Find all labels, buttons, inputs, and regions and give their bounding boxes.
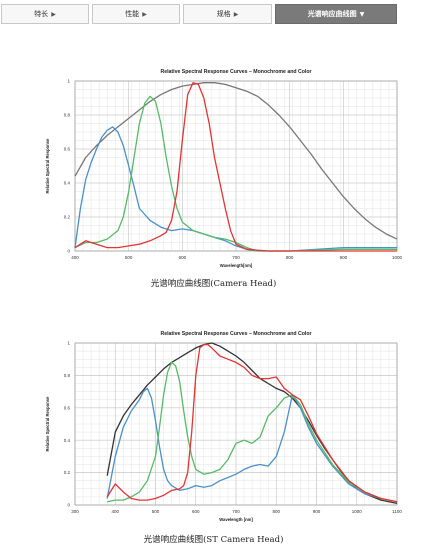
tab-spectral-response[interactable]: 光谱响应曲线图 ▼: [275, 4, 397, 24]
y-tick-label: 0.4: [64, 438, 71, 443]
triangle-right-icon: ▶: [51, 10, 56, 18]
series-line-0: [74, 82, 398, 240]
series-line-3: [74, 82, 397, 252]
y-axis-label: Relative Spectral Response: [45, 138, 50, 194]
y-tick-label: 0.6: [64, 147, 71, 152]
spectral-chart-camera-head: 400 500 600 700 800 900 1000 0 0.2 0.4 0.6 0.8 1 Rela…: [0, 60, 427, 275]
triangle-right-icon: ▶: [233, 10, 239, 18]
chart-title: Relative Spectral Response Curves – Mono…: [160, 331, 311, 337]
tab-bar: 特长 ▶ 性能 ▶ 规格 ▶ 光谱响应曲线图 ▼: [0, 0, 427, 30]
plot-frame: [74, 80, 398, 252]
plot-frame: [74, 342, 398, 506]
x-tick-label: 500: [125, 255, 133, 260]
series-line-1: [106, 387, 398, 503]
x-tick-label: 1100: [392, 509, 402, 514]
x-tick-label: 800: [272, 509, 280, 514]
series-line-2: [74, 95, 397, 252]
tab-specifications[interactable]: 规格 ▶: [183, 4, 272, 24]
y-axis-label: Relative Spectral Response: [45, 396, 50, 452]
triangle-down-icon: ▼: [359, 10, 365, 18]
x-tick-label: 400: [71, 255, 79, 260]
chart-2-caption: 光谱响应曲线图(ST Camera Head): [143, 535, 284, 545]
x-tick-label: 700: [232, 255, 240, 260]
tab-spectral-response-label: 光谱响应曲线图: [307, 10, 357, 18]
tab-specifications-label: 规格: [216, 10, 231, 18]
chart-title: Relative Spectral Response Curves – Mono…: [160, 69, 311, 75]
y-tick-label: 1: [67, 341, 70, 346]
x-tick-label: 700: [232, 509, 240, 514]
x-tick-label: 400: [111, 509, 119, 514]
x-axis-label: Wavelength[nm]: [220, 263, 253, 268]
y-tick-label: 0: [67, 503, 70, 508]
y-tick-label: 0.4: [64, 181, 71, 186]
x-tick-label: 1000: [392, 255, 403, 260]
y-tick-label: 0.6: [64, 405, 71, 410]
x-axis-label: Wavelength [nm]: [219, 517, 253, 522]
x-tick-label: 1000: [352, 509, 363, 514]
tab-features[interactable]: 特长 ▶: [1, 4, 89, 24]
series-line-2: [107, 361, 398, 503]
x-tick-label: 800: [286, 255, 294, 260]
y-tick-label: 0.8: [64, 113, 71, 118]
chart-1-svg: 400 500 600 700 800 900 1000 0 0.2 0.4 0.6 0.8 1 Rela…: [45, 69, 403, 268]
x-tick-label: 300: [71, 509, 79, 514]
chart-1-caption: 光谱响应曲线图(Camera Head): [150, 279, 277, 289]
triangle-right-icon: ▶: [142, 10, 147, 18]
y-tick-label: 0.8: [64, 373, 71, 378]
y-tick-label: 1: [67, 79, 70, 84]
chart-2-svg: 300 400 500 600 700 800 900 1000 1100 0 0.2 0.4 0.6 0…: [45, 331, 402, 522]
tab-performance[interactable]: 性能 ▶: [92, 4, 180, 24]
x-tick-label: 500: [152, 509, 160, 514]
tab-performance-label: 性能: [125, 10, 140, 18]
series-line-3: [106, 343, 398, 503]
tab-features-label: 特长: [34, 10, 49, 18]
x-tick-label: 600: [192, 509, 200, 514]
x-tick-label: 900: [340, 255, 348, 260]
x-tick-label: 600: [179, 255, 187, 260]
y-tick-label: 0.2: [64, 215, 71, 220]
x-tick-label: 900: [313, 509, 321, 514]
spectral-chart-st-camera-head: 300 400 500 600 700 800 900 1000 1100 0 0.2 0.4 0.6 0…: [0, 318, 427, 530]
y-tick-label: 0: [67, 249, 70, 254]
y-tick-label: 0.2: [64, 470, 71, 475]
